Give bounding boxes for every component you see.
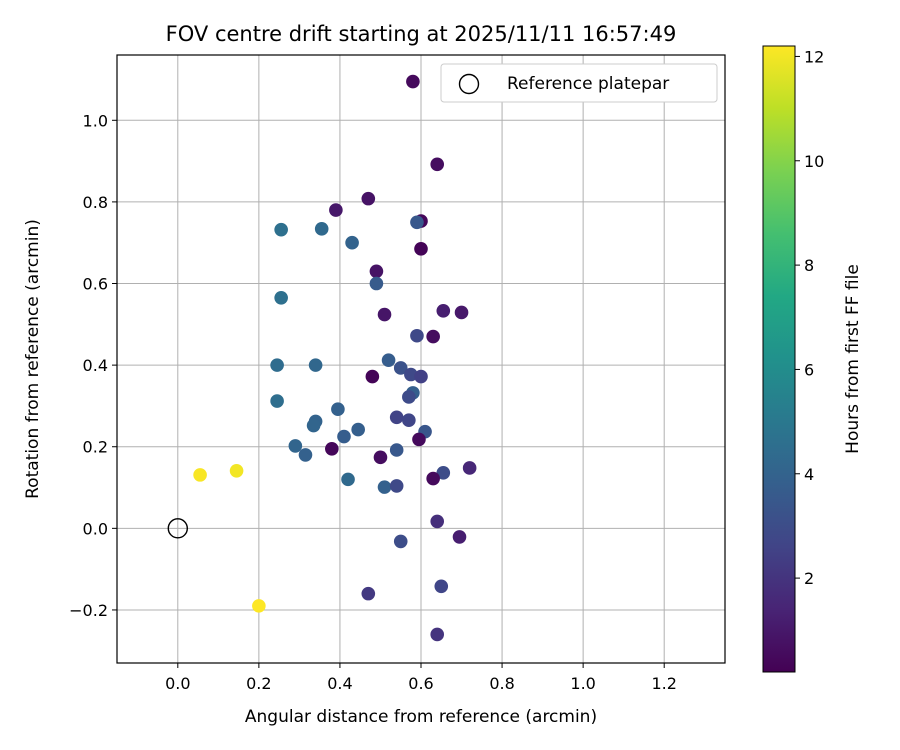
data-point (229, 464, 244, 478)
data-point (365, 369, 380, 384)
y-tick-label: 0.8 (83, 193, 108, 212)
data-point (369, 276, 384, 291)
colorbar-tick-label: 12 (804, 47, 824, 66)
y-tick-label: 0.4 (83, 356, 108, 375)
grid (117, 55, 725, 663)
x-tick-label: 0.2 (246, 674, 271, 693)
y-tick-label: 0.2 (83, 438, 108, 457)
y-tick-label: 1.0 (83, 111, 108, 130)
data-point (298, 448, 313, 462)
reference-marker (167, 518, 189, 539)
data-point (410, 215, 424, 230)
data-point (369, 264, 384, 279)
colorbar-tick-label: 10 (804, 152, 824, 171)
data-point (329, 203, 343, 217)
data-point (414, 369, 428, 384)
data-point (412, 432, 426, 447)
data-point (430, 514, 445, 529)
data-point (274, 222, 288, 237)
data-point (436, 466, 451, 480)
data-point (361, 586, 376, 601)
data-point (306, 418, 321, 433)
data-point (404, 367, 418, 382)
colorbar-label: Hours from first FF file (843, 264, 863, 454)
y-tick-label: −0.2 (69, 601, 108, 620)
y-tick-label: 0.6 (83, 275, 108, 294)
y-axis-label: Rotation from reference (arcmin) (23, 219, 43, 499)
data-point (252, 599, 266, 613)
colorbar-gradient (762, 45, 796, 673)
data-point (402, 390, 416, 404)
data-point (288, 439, 303, 453)
data-point (377, 480, 392, 494)
data-point (325, 441, 339, 456)
data-point (351, 422, 365, 437)
data-point (373, 450, 388, 465)
x-tick-label: 1.0 (570, 674, 595, 693)
y-ticks: −0.2 0.0 0.2 0.4 0.6 0.8 1.0 (69, 111, 117, 620)
x-tick-label: 1.2 (651, 674, 676, 693)
data-point (402, 413, 416, 428)
y-tick-label: 0.0 (83, 519, 108, 538)
data-point (393, 361, 408, 375)
colorbar-tick-label: 8 (804, 256, 814, 275)
data-point (426, 471, 440, 486)
data-point (389, 410, 404, 425)
data-point (193, 468, 207, 482)
data-point (410, 328, 424, 343)
data-point (274, 290, 288, 305)
legend-entry: Reference platepar (507, 74, 669, 94)
x-tick-label: 0.4 (327, 674, 352, 693)
data-point (389, 443, 404, 457)
data-point (426, 329, 440, 344)
data-point (337, 429, 351, 444)
data-point (308, 358, 323, 372)
colorbar-tick-label: 6 (804, 360, 814, 379)
reference-point (167, 518, 189, 539)
data-point (361, 191, 376, 206)
data-point (434, 579, 449, 594)
data-point (389, 479, 404, 493)
data-point (393, 534, 408, 549)
data-point (381, 353, 396, 368)
legend: Reference platepar (440, 63, 718, 103)
data-point (331, 402, 345, 416)
x-ticks: 0.0 0.2 0.4 0.6 0.8 1.0 1.2 (165, 663, 677, 693)
colorbar-tick-label: 2 (804, 569, 814, 588)
legend-marker (458, 73, 480, 95)
x-tick-label: 0.8 (489, 674, 514, 693)
data-point (452, 530, 467, 544)
data-point (341, 472, 355, 487)
data-point (414, 242, 428, 256)
colorbar-tick-label: 4 (804, 465, 814, 484)
data-point (270, 394, 284, 408)
x-axis-label: Angular distance from reference (arcmin) (245, 707, 597, 727)
x-tick-label: 0.6 (408, 674, 433, 693)
data-point (454, 305, 469, 320)
colorbar-ticks: 2 4 6 8 10 12 (795, 47, 824, 588)
x-tick-label: 0.0 (165, 674, 190, 693)
data-point (314, 222, 329, 236)
data-point (430, 627, 445, 642)
data-point (377, 307, 392, 322)
colorbar: 2 4 6 8 10 12 Hours from first FF file (762, 45, 863, 673)
data-point (270, 358, 284, 372)
data-point (436, 304, 451, 318)
data-point (406, 74, 420, 89)
data-point (345, 235, 359, 250)
data-points (193, 74, 477, 642)
legend-box (440, 63, 718, 103)
data-point (430, 157, 445, 172)
chart-title: FOV centre drift starting at 2025/11/11 … (166, 22, 677, 46)
data-point (462, 461, 477, 475)
